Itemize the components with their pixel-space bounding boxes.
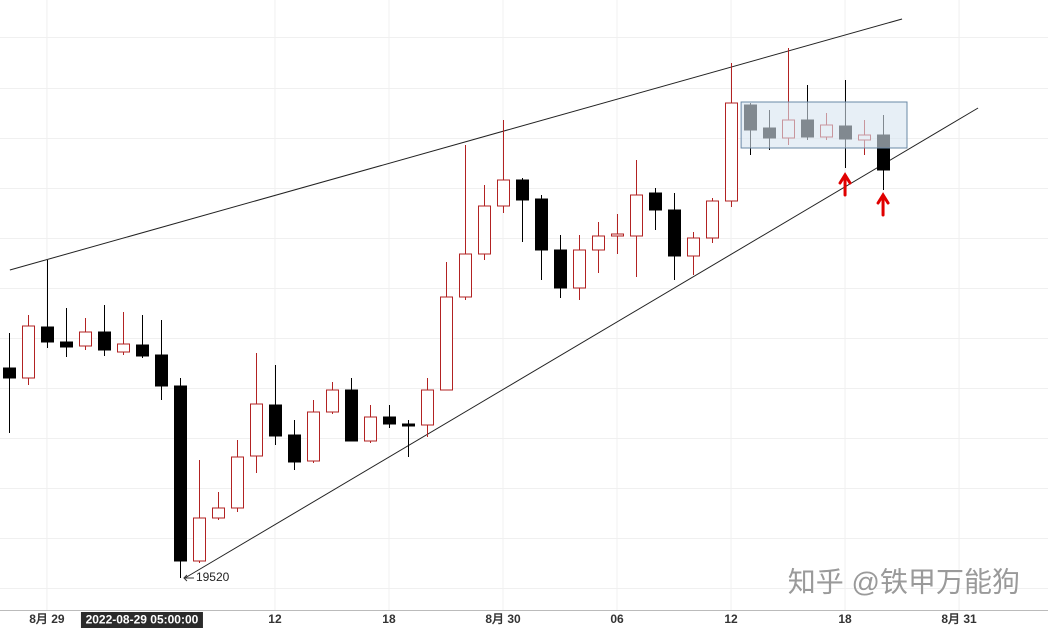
candle-body	[687, 237, 700, 257]
watermark: 知乎 @铁甲万能狗	[788, 566, 1020, 597]
candle-body	[117, 343, 130, 353]
candle-body	[307, 411, 320, 462]
candle-body	[421, 389, 434, 426]
candle-body	[60, 341, 73, 348]
candle-body	[22, 325, 35, 379]
annotation-label: 19520	[196, 570, 230, 584]
candle-body	[3, 367, 16, 379]
arrow	[838, 172, 852, 197]
x-tick-label: 8月 31	[941, 612, 977, 626]
candle-body	[402, 423, 415, 427]
candle-body	[497, 179, 510, 207]
candle-body	[554, 249, 567, 289]
candle-body	[136, 344, 149, 357]
candle-body	[231, 456, 244, 509]
trendline	[9, 18, 903, 271]
trendline	[184, 107, 979, 579]
candle-body	[174, 385, 187, 562]
candle-body	[212, 507, 225, 519]
candle-body	[725, 102, 738, 202]
crosshair-label-bg	[80, 612, 203, 628]
candle-body	[573, 249, 586, 289]
x-tick-label: 18	[382, 612, 396, 626]
candle-body	[345, 389, 358, 442]
candle-body	[41, 326, 54, 343]
candle-body	[459, 253, 472, 298]
arrow	[876, 192, 890, 217]
x-tick-label: 8月 30	[485, 612, 521, 626]
candle-body	[592, 235, 605, 251]
x-tick-label: 12	[268, 612, 282, 626]
candle-body	[193, 517, 206, 562]
candle-body	[630, 194, 643, 237]
candle-body	[706, 200, 719, 239]
candle-body	[383, 416, 396, 425]
crosshair-label: 2022-08-29 05:00:00	[86, 613, 199, 627]
x-tick-label: 18	[838, 612, 852, 626]
annotation-arrow	[183, 574, 194, 582]
candle-body	[364, 416, 377, 442]
x-tick-label: 06	[610, 612, 624, 626]
candle-body	[478, 205, 491, 255]
candle-body	[649, 192, 662, 211]
candle-body	[288, 434, 301, 463]
candle-body	[98, 331, 111, 351]
candle-body	[516, 179, 529, 201]
candle-body	[326, 389, 339, 413]
candle-body	[250, 403, 263, 457]
candle-body	[668, 209, 681, 257]
highlight-box	[740, 101, 908, 149]
x-tick-label: 8月 29	[29, 612, 65, 626]
candle-body	[155, 354, 168, 387]
candle-body	[79, 331, 92, 347]
candle-body	[535, 198, 548, 251]
candle-body	[611, 233, 624, 237]
x-tick-label: 12	[724, 612, 738, 626]
candle-body	[269, 404, 282, 437]
candle-body	[440, 296, 453, 391]
